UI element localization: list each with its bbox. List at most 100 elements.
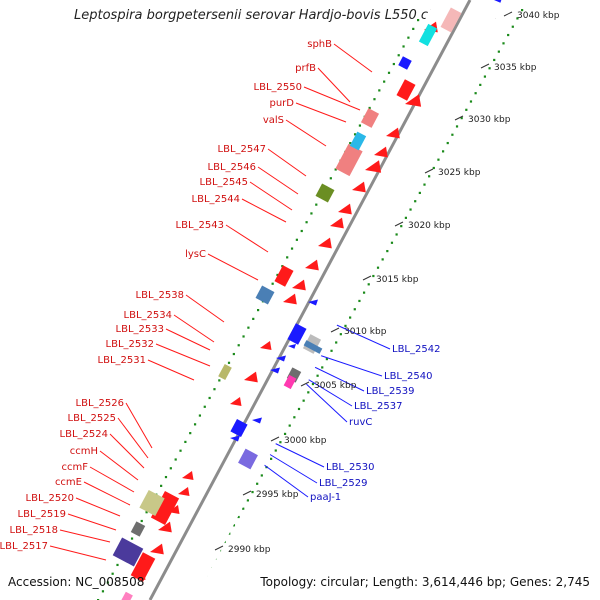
right-guide-dot: [502, 42, 505, 45]
ruler-tick-mark: [362, 275, 372, 281]
gene-arrow-forward: [292, 279, 306, 291]
right-guide-dot: [404, 216, 408, 219]
leader-line: [173, 314, 215, 343]
gene-box-forward: [150, 491, 180, 525]
left-guide-dot: [203, 405, 206, 408]
gene-arrow-forward: [260, 341, 272, 350]
left-guide-dot: [198, 414, 202, 417]
right-guide-dot: [330, 349, 333, 352]
leader-line: [267, 148, 307, 177]
right-guide-dot: [270, 457, 273, 460]
gene-arrow-reverse: [494, 0, 502, 3]
right-guide-dot: [409, 208, 412, 211]
gene-label-left: LBL_2531: [98, 355, 146, 366]
right-guide-dot: [311, 382, 315, 386]
ruler-tick-mark: [480, 63, 490, 69]
gene-arrow-forward: [365, 160, 382, 173]
left-guide-dot: [227, 361, 231, 364]
left-guide-dot: [402, 45, 405, 48]
gene-label-left: LBL_2532: [106, 339, 154, 350]
leader-line: [295, 102, 347, 123]
right-guide-dot: [474, 92, 477, 95]
right-guide-dot: [418, 191, 421, 195]
gene-features: [112, 0, 502, 600]
gene-arrow-forward: [330, 217, 344, 229]
gene-arrow-forward: [305, 259, 319, 271]
ruler-tick-label: 3000 kbp: [284, 436, 327, 446]
gene-arrow-forward: [318, 237, 332, 249]
left-guide-dot: [286, 256, 289, 259]
gene-label-left: LBL_2524: [60, 429, 108, 440]
left-guide-dot: [353, 133, 357, 136]
leader-line: [83, 481, 131, 506]
gene-arrow-forward: [158, 521, 172, 533]
right-guide-dot: [423, 183, 426, 186]
leader-line: [89, 466, 135, 493]
ruler-tick-label: 3030 kbp: [468, 115, 511, 125]
gene-label-left: sphB: [307, 39, 332, 50]
left-guide-dot: [334, 168, 337, 171]
ruler-tick-label: 3035 kbp: [494, 63, 537, 73]
gene-arrow-forward: [244, 371, 258, 383]
gene-box-forward: [396, 79, 416, 101]
left-guide-dot: [218, 379, 221, 382]
right-guide-dot: [465, 108, 468, 111]
leader-line: [333, 43, 373, 73]
gene-box-reverse: [287, 323, 307, 345]
gene-arrow-forward: [230, 397, 242, 406]
left-guide-dot: [281, 265, 284, 268]
gene-label-left: LBL_2525: [68, 413, 116, 424]
right-guide-dot: [232, 524, 236, 527]
right-guide-dot: [483, 75, 487, 78]
gene-label-left: LBL_2544: [192, 194, 240, 205]
right-guide-dot: [256, 482, 259, 485]
left-guide-dot: [145, 511, 148, 514]
ruler-tick-mark: [270, 436, 280, 442]
leader-line: [117, 417, 149, 459]
left-guide-dot: [378, 89, 381, 92]
gene-arrow-forward: [352, 181, 366, 193]
left-guide-dot: [257, 309, 260, 312]
right-guide-dot: [441, 150, 445, 153]
ruler-tick-mark: [454, 115, 464, 121]
left-guide-dot: [130, 537, 134, 540]
gene-box-cyan: [349, 131, 367, 151]
leader-line: [75, 497, 121, 517]
right-guide-dot: [274, 449, 277, 452]
right-guide-dot: [353, 308, 356, 311]
gene-label-left: ccmH: [70, 446, 98, 457]
left-guide-dot: [160, 484, 163, 487]
leader-line: [147, 359, 195, 381]
right-guide-dot: [400, 225, 403, 228]
gene-box-steelblue: [303, 340, 323, 354]
leader-line: [257, 166, 299, 195]
left-guide-dot: [140, 519, 143, 523]
right-guide-dot: [451, 133, 454, 136]
right-guide-dot: [260, 474, 263, 477]
left-guide-dot: [247, 326, 250, 329]
left-guide-dot: [329, 177, 332, 180]
leader-line: [225, 224, 269, 253]
gene-arrow-reverse: [230, 435, 240, 442]
right-guide-dot: [516, 17, 519, 20]
gene-label-left: purD: [270, 98, 295, 109]
gene-label-left: LBL_2534: [124, 310, 172, 321]
gene-label-right: LBL_2540: [384, 371, 432, 382]
left-guide-dot: [290, 247, 294, 250]
gene-box-magenta: [283, 374, 297, 390]
gene-label-left: LBL_2517: [0, 541, 48, 552]
left-guide-dot: [383, 80, 386, 83]
gene-arrow-forward: [374, 146, 388, 158]
gene-label-left: LBL_2538: [136, 290, 184, 301]
right-guide-dot: [283, 432, 287, 436]
right-guide-dot: [228, 532, 231, 535]
gene-box-forward: [130, 552, 156, 582]
gene-label-right: LBL_2529: [319, 478, 367, 489]
left-guide-dot: [116, 563, 119, 567]
left-guide-dot: [271, 282, 274, 285]
gene-label-left: LBL_2550: [254, 82, 302, 93]
ruler-tick-label: 3015 kbp: [376, 275, 419, 285]
gene-label-right: paaJ-1: [310, 492, 341, 503]
gene-arrow-reverse: [252, 417, 262, 424]
